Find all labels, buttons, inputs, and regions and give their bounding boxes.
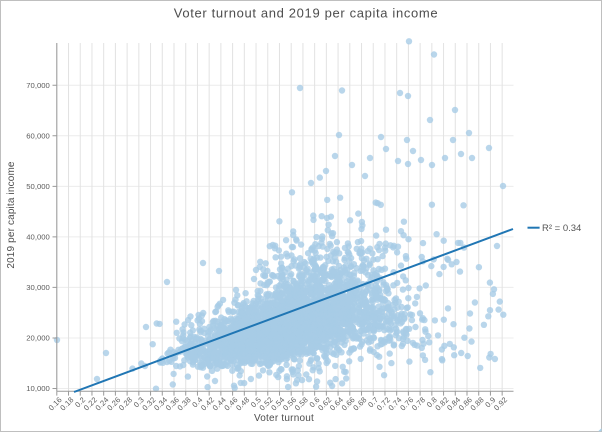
svg-text:40,000: 40,000: [26, 233, 50, 242]
svg-text:30,000: 30,000: [26, 283, 50, 292]
svg-text:2019 per capita income: 2019 per capita income: [6, 161, 17, 269]
svg-text:R² = 0.34: R² = 0.34: [542, 223, 581, 234]
svg-text:70,000: 70,000: [26, 81, 50, 90]
svg-text:Voter turnout: Voter turnout: [254, 413, 314, 424]
svg-text:50,000: 50,000: [26, 182, 50, 191]
svg-text:20,000: 20,000: [26, 334, 50, 343]
svg-text:10,000: 10,000: [26, 384, 50, 393]
svg-text:Voter turnout and 2019 per cap: Voter turnout and 2019 per capita income: [174, 6, 439, 21]
svg-text:60,000: 60,000: [26, 131, 50, 140]
